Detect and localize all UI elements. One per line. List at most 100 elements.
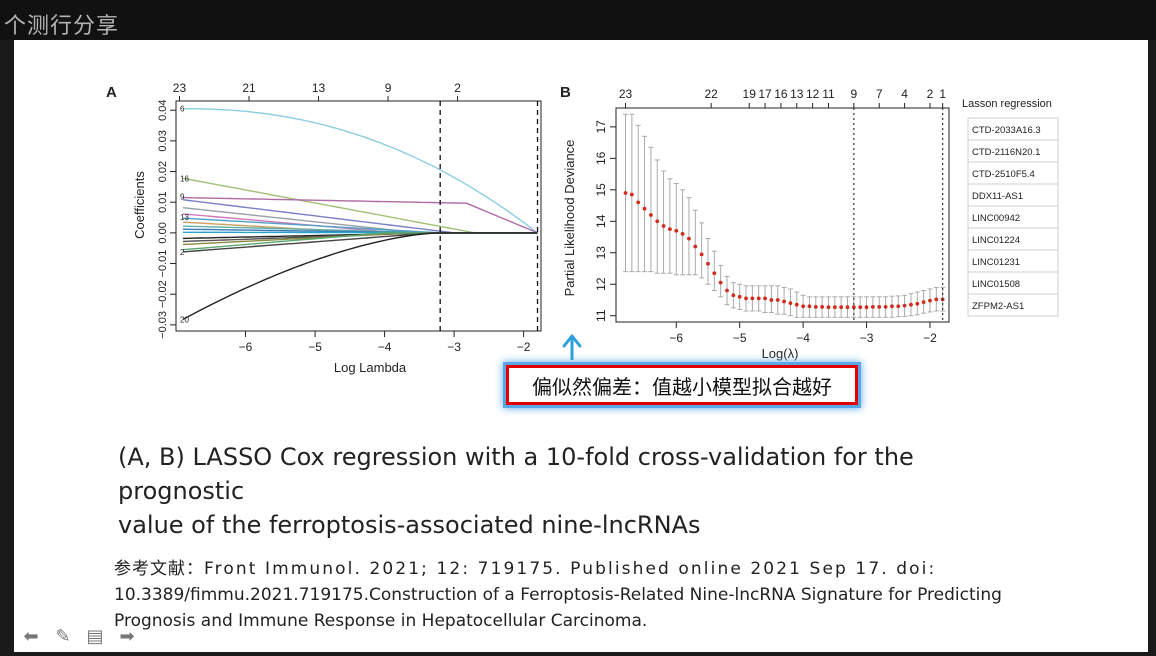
legend-item: CTD-2510F5.4 — [972, 169, 1035, 180]
panel-b-ylabel: Partial Likelihood Deviance — [562, 140, 577, 297]
b-toptick-label: 4 — [901, 87, 908, 101]
cv-point — [826, 305, 831, 310]
a-ytick-label: −0.03 — [157, 311, 169, 339]
coefficient-path — [182, 232, 538, 320]
b-toptick-label: 22 — [704, 87, 718, 101]
b-toptick-label: 9 — [851, 87, 858, 101]
panel-b-xlabel: Log(λ) — [762, 346, 799, 361]
cv-point — [636, 200, 641, 205]
cv-point — [629, 192, 634, 197]
a-path-label: 9 — [180, 193, 185, 202]
a-path-label: 20 — [180, 315, 189, 324]
a-path-label: 6 — [180, 105, 185, 114]
figure-caption: (A, B) LASSO Cox regression with a 10-fo… — [118, 440, 1038, 542]
cv-point — [725, 288, 729, 293]
panel-a-ylabel: Coefficients — [132, 171, 147, 239]
a-ytick-label: −0.02 — [157, 280, 169, 308]
cv-point — [813, 304, 818, 309]
cv-point — [775, 298, 780, 302]
legend: Lasson regression CTD-2033A16.3 CTD-2116N… — [962, 98, 1059, 317]
a-ytick-label: 0.01 — [157, 191, 169, 212]
b-toptick-label: 2 — [927, 87, 934, 101]
cv-point — [642, 206, 647, 211]
cv-point — [820, 304, 825, 309]
cv-point — [737, 294, 742, 299]
b-ytick-label: 14 — [594, 214, 608, 228]
a-toptick-label: 23 — [173, 81, 187, 95]
a-ytick-label: 0.00 — [157, 222, 169, 243]
cv-point — [801, 304, 806, 309]
cv-point — [839, 305, 844, 310]
cv-point — [655, 219, 660, 224]
caption-line-1: (A, B) LASSO Cox regression with a 10-fo… — [118, 443, 914, 505]
b-toptick-label: 1 — [939, 87, 946, 101]
a-xtick-label: −2 — [517, 340, 531, 354]
cv-point — [794, 302, 799, 307]
legend-item: LINC00942 — [972, 213, 1020, 224]
b-ytick-label: 16 — [594, 151, 608, 165]
slide-nav: ⬅ ✎ ▤ ➡ — [20, 626, 138, 648]
legend-item: LINC01224 — [972, 235, 1020, 246]
cv-point — [832, 305, 837, 310]
menu-icon[interactable]: ▤ — [86, 626, 104, 647]
reference-block: 参考文献：Front Immunol. 2021; 12: 719175. Pu… — [114, 556, 1054, 634]
panel-b-letter: B — [560, 84, 571, 101]
legend-item: CTD-2033A16.3 — [972, 125, 1041, 136]
cv-point — [902, 303, 907, 308]
a-xtick-label: −4 — [378, 340, 392, 354]
cv-point — [687, 236, 691, 241]
top-bar: 个测行分享 — [0, 0, 1156, 40]
annotation-callout: 偏似然偏差：值越小模型拟合越好 — [506, 365, 858, 405]
a-path-label: 16 — [180, 174, 189, 183]
cv-point — [870, 304, 875, 309]
callout-text: 偏似然偏差：值越小模型拟合越好 — [532, 374, 832, 399]
coefficient-path — [183, 107, 538, 234]
reference-line-2: 10.3389/fimmu.2021.719175.Construction o… — [114, 585, 1002, 605]
cv-point — [744, 296, 748, 301]
cv-point — [934, 297, 939, 302]
a-path-label: 2 — [180, 248, 185, 257]
cv-point — [661, 224, 666, 228]
a-ytick-label: 0.04 — [157, 99, 169, 120]
cv-point — [883, 304, 888, 309]
cv-point — [623, 191, 628, 195]
cv-point — [731, 293, 736, 298]
up-arrow-icon — [562, 334, 582, 360]
reference-line-3: Prognosis and Immune Response in Hepatoc… — [114, 611, 648, 631]
cv-point — [915, 301, 920, 306]
next-arrow-icon[interactable]: ➡ — [119, 626, 135, 647]
cv-deviance-points — [623, 113, 946, 318]
legend-title: Lasson regression — [962, 98, 1052, 110]
b-toptick-label: 17 — [758, 87, 772, 101]
b-toptick-label: 7 — [876, 87, 883, 101]
b-ytick-label: 15 — [594, 183, 608, 197]
b-ytick-label: 12 — [594, 277, 608, 291]
panel-a-xlabel: Log Lambda — [334, 360, 407, 375]
cv-point — [712, 271, 717, 276]
cv-point — [807, 304, 812, 309]
a-xtick-label: −3 — [447, 340, 461, 354]
cv-point — [877, 304, 882, 309]
legend-item: CTD-2116N20.1 — [972, 147, 1040, 158]
prev-arrow-icon[interactable]: ⬅ — [23, 626, 39, 647]
b-toptick-label: 23 — [619, 87, 633, 101]
b-toptick-label: 11 — [822, 87, 835, 101]
b-toptick-label: 12 — [806, 87, 820, 101]
coefficient-paths — [182, 107, 538, 320]
b-xtick-label: −2 — [923, 331, 937, 345]
a-toptick-label: 2 — [454, 81, 461, 95]
legend-item: LINC01508 — [972, 279, 1020, 290]
a-ytick-label: −0.01 — [157, 250, 169, 278]
legend-item: LINC01231 — [972, 257, 1020, 268]
pen-icon[interactable]: ✎ — [55, 626, 71, 647]
cv-point — [668, 227, 672, 232]
a-path-label: 13 — [180, 213, 189, 222]
b-toptick-label: 13 — [790, 87, 804, 101]
legend-item: DDX11-AS1 — [972, 191, 1023, 202]
cv-point — [769, 298, 774, 302]
cv-point — [782, 299, 786, 304]
cv-point — [909, 302, 913, 307]
